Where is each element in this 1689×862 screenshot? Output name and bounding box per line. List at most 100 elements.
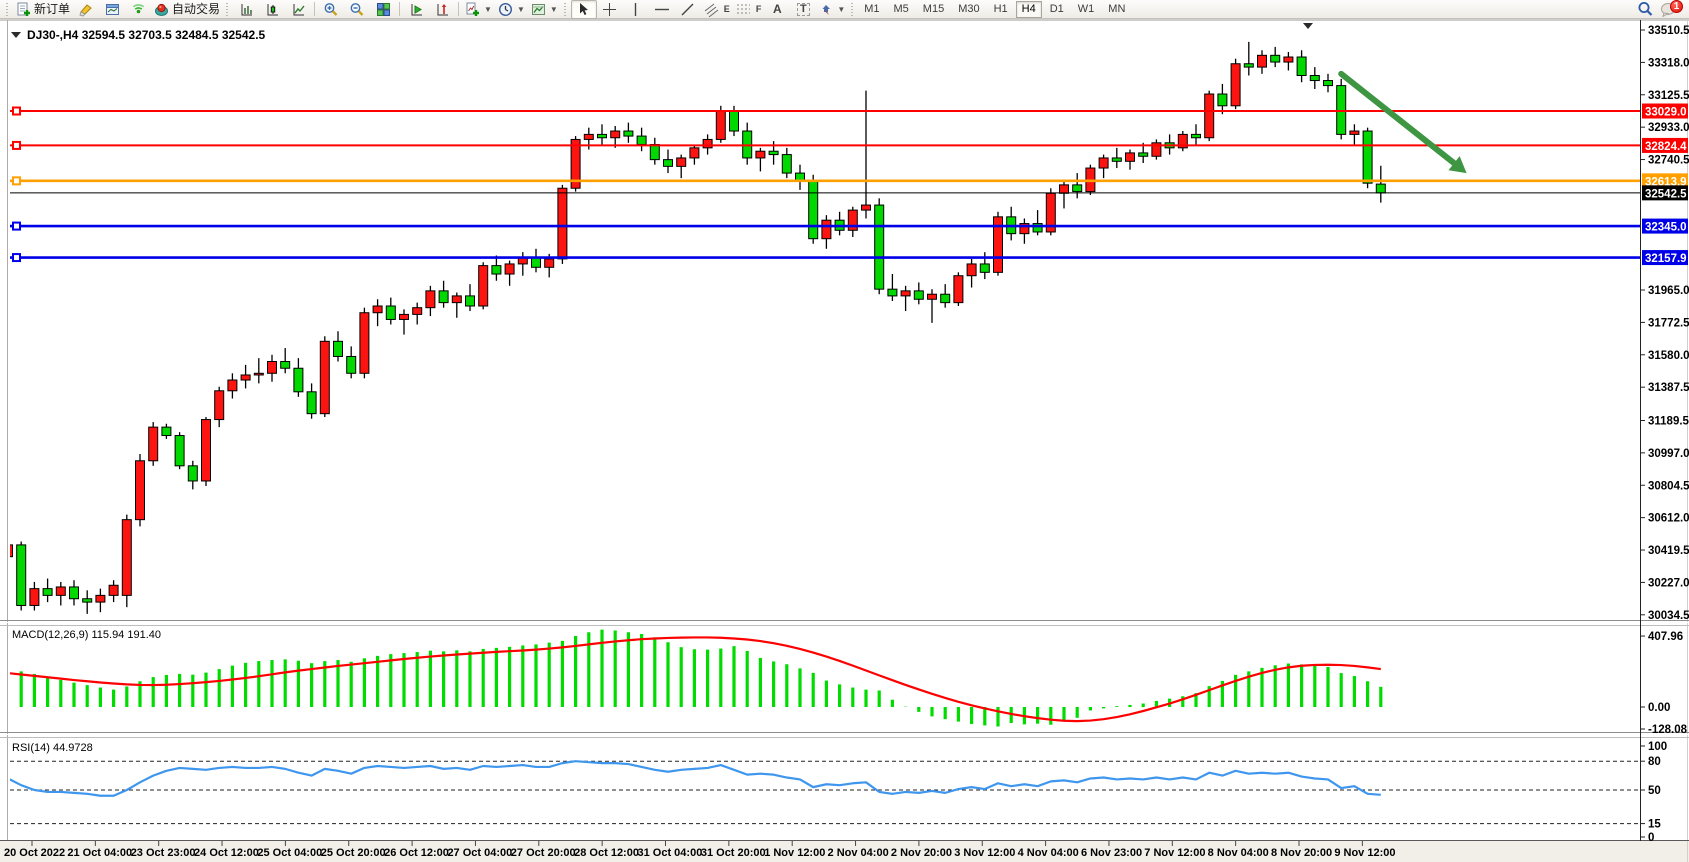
- candle[interactable]: [676, 154, 687, 179]
- styler-button[interactable]: [73, 0, 99, 19]
- candle[interactable]: [900, 285, 911, 312]
- candle[interactable]: [821, 215, 832, 249]
- candle[interactable]: [359, 307, 370, 379]
- candle[interactable]: [69, 580, 79, 606]
- candle[interactable]: [953, 272, 964, 306]
- macd-pane[interactable]: [8, 629, 1383, 727]
- candlestick-mode-button[interactable]: [259, 0, 285, 19]
- line-chart-mode-button[interactable]: [285, 0, 311, 19]
- candle[interactable]: [993, 211, 1003, 276]
- candle[interactable]: [1098, 154, 1109, 179]
- fibonacci-tool-button[interactable]: F: [733, 0, 765, 19]
- candle[interactable]: [333, 331, 343, 362]
- equidistant-channel-tool-button[interactable]: E: [701, 0, 733, 19]
- candle[interactable]: [135, 454, 145, 527]
- candle[interactable]: [913, 282, 924, 305]
- candle[interactable]: [847, 206, 858, 238]
- candle[interactable]: [425, 285, 436, 317]
- candle[interactable]: [1362, 127, 1373, 189]
- tile-windows-button[interactable]: [370, 0, 396, 19]
- candle[interactable]: [1336, 78, 1347, 140]
- candle[interactable]: [887, 274, 898, 301]
- chart-shift-button[interactable]: [429, 0, 455, 19]
- trend-arrow-annotation[interactable]: [1338, 70, 1458, 167]
- timeframe-button-mn[interactable]: MN: [1108, 3, 1126, 15]
- candle[interactable]: [16, 541, 27, 611]
- candle[interactable]: [227, 373, 238, 399]
- timeframe-button-w1[interactable]: W1: [1077, 3, 1095, 15]
- candle[interactable]: [927, 289, 937, 323]
- candle[interactable]: [372, 299, 383, 327]
- candle[interactable]: [267, 354, 277, 382]
- zoom-out-button[interactable]: [344, 0, 370, 19]
- candle[interactable]: [161, 423, 172, 439]
- candle[interactable]: [253, 358, 264, 384]
- candle[interactable]: [1125, 149, 1135, 170]
- timeframe-button-m5[interactable]: M5: [893, 3, 909, 15]
- candle[interactable]: [29, 581, 40, 611]
- candle[interactable]: [1032, 210, 1043, 236]
- candle[interactable]: [319, 336, 330, 418]
- candle[interactable]: [1296, 50, 1307, 83]
- candle[interactable]: [451, 292, 462, 318]
- candle[interactable]: [1309, 67, 1320, 89]
- text-label-tool-button[interactable]: T: [790, 0, 816, 19]
- arrows-tool-dropdown-button[interactable]: ▼: [816, 0, 848, 19]
- zoom-in-button[interactable]: [318, 0, 344, 19]
- candle[interactable]: [940, 284, 951, 308]
- symbol-dropdown-icon[interactable]: [11, 32, 21, 38]
- candle[interactable]: [42, 578, 53, 603]
- chart-profile-button[interactable]: [99, 0, 125, 19]
- line-anchor-marker[interactable]: [12, 176, 21, 186]
- candle[interactable]: [214, 386, 225, 428]
- candle[interactable]: [1270, 46, 1281, 68]
- candle[interactable]: [1177, 131, 1188, 152]
- candle[interactable]: [781, 147, 792, 179]
- line-anchor-marker[interactable]: [12, 140, 21, 150]
- candle[interactable]: [148, 422, 159, 466]
- search-icon[interactable]: [1637, 1, 1654, 17]
- candle[interactable]: [1230, 58, 1241, 110]
- horizontal-line-tool-button[interactable]: [649, 0, 675, 19]
- auto-trading-button[interactable]: 自动交易: [151, 0, 223, 19]
- candle[interactable]: [966, 258, 977, 288]
- signals-button[interactable]: [125, 0, 151, 19]
- candle[interactable]: [1191, 124, 1201, 145]
- candle[interactable]: [280, 348, 291, 374]
- vertical-line-tool-button[interactable]: [623, 0, 649, 19]
- templates-dropdown-button[interactable]: ▼: [528, 0, 561, 19]
- candle[interactable]: [4, 542, 13, 566]
- candle[interactable]: [1257, 50, 1267, 74]
- candle[interactable]: [1243, 41, 1254, 76]
- candle[interactable]: [201, 417, 211, 487]
- candle[interactable]: [108, 580, 119, 603]
- line-anchor-marker[interactable]: [12, 221, 21, 231]
- candle[interactable]: [465, 284, 475, 312]
- text-tool-button[interactable]: A: [764, 0, 790, 19]
- candle[interactable]: [240, 364, 251, 389]
- candle[interactable]: [412, 302, 423, 325]
- candle[interactable]: [55, 581, 66, 606]
- timeframe-button-h1[interactable]: H1: [993, 3, 1008, 15]
- timeframe-button-h4[interactable]: H4: [1015, 0, 1042, 18]
- candle[interactable]: [1283, 51, 1294, 71]
- line-anchor-marker[interactable]: [12, 106, 21, 116]
- candle[interactable]: [399, 309, 409, 335]
- notifications-button[interactable]: 1: [1660, 0, 1683, 18]
- timeframe-button-m30[interactable]: M30: [958, 3, 980, 15]
- candle[interactable]: [1204, 90, 1215, 142]
- indicators-dropdown-button[interactable]: ▼: [462, 0, 495, 19]
- timeframe-button-d1[interactable]: D1: [1049, 3, 1064, 15]
- crosshair-tool-button[interactable]: [597, 0, 623, 19]
- candle[interactable]: [478, 262, 489, 310]
- candle[interactable]: [1151, 139, 1162, 160]
- candle[interactable]: [610, 125, 621, 148]
- price-chart-canvas[interactable]: DJ30-,H4 32594.5 32703.5 32484.5 32542.5…: [0, 19, 1689, 862]
- candle[interactable]: [1323, 73, 1333, 93]
- candle[interactable]: [663, 149, 673, 174]
- candle[interactable]: [293, 358, 304, 397]
- candle[interactable]: [95, 588, 106, 613]
- cursor-tool-button[interactable]: [570, 0, 597, 19]
- candle[interactable]: [385, 297, 396, 325]
